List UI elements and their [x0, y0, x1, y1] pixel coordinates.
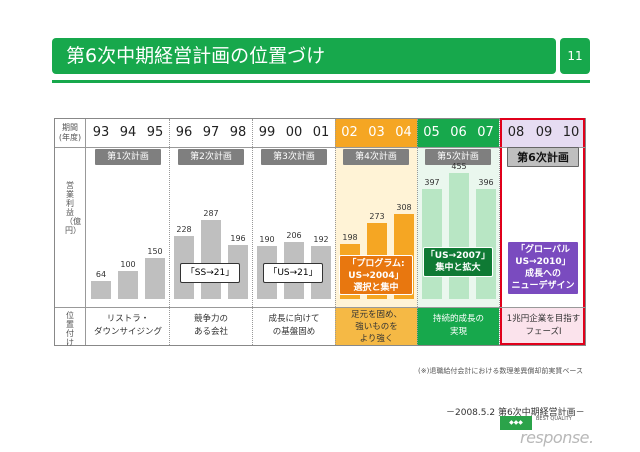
- year-cell: 09: [535, 125, 553, 140]
- profit-value-label: 196: [230, 233, 246, 243]
- phase-header: 第3次計画: [261, 149, 327, 165]
- position-text: リストラ・ ダウンサイジング: [93, 314, 162, 337]
- year-cell: 93: [92, 125, 110, 140]
- phase4-year-bg: [335, 119, 417, 147]
- col-divider: [499, 119, 500, 345]
- profit-value-label: 198: [342, 233, 358, 243]
- year-cell: 98: [229, 125, 247, 140]
- year-cell: 05: [423, 125, 440, 140]
- logo-caption: BEST QUALITY: [536, 416, 572, 422]
- profit-value-label: 228: [176, 224, 192, 234]
- profit-value-label: 396: [478, 178, 494, 188]
- year-cell: 10: [562, 125, 580, 140]
- plan-name-callout: 「グローバル US→2010」 成長への ニューデザイン: [507, 241, 579, 295]
- year-cell: 07: [477, 125, 494, 140]
- position-label: 位置付け: [66, 311, 74, 347]
- year-cell: 04: [395, 125, 412, 140]
- plan-table: 期間 (年度) 営業利益（億円） 位置付け 93 94 95 96 97 98 …: [54, 118, 586, 347]
- position-text: 足元を固め、 強いものを より強く: [350, 310, 402, 344]
- plan-name-callout: 「US→2007」 集中と拡大: [423, 247, 493, 277]
- phase-header: 第1次計画: [95, 149, 161, 165]
- profit-value-label: 190: [259, 235, 275, 245]
- profit-bar: [91, 281, 111, 299]
- profit-value-label: 192: [313, 234, 329, 244]
- col-divider: [335, 119, 336, 345]
- year-cell: 06: [450, 125, 467, 140]
- year-cell: 99: [258, 125, 276, 140]
- profit-value-label: 206: [286, 231, 302, 241]
- period-label: 期間 (年度): [58, 123, 82, 142]
- profit-value-label: 308: [396, 202, 412, 212]
- profit-value-label: 397: [424, 178, 440, 188]
- phase6-year-bg: [501, 119, 585, 147]
- profit-value-label: 100: [120, 260, 136, 270]
- label-col-divider: [85, 119, 86, 345]
- profit-axis-label: 営業利益（億円）: [65, 181, 81, 235]
- phase6-box: [500, 118, 585, 345]
- year-cell: 97: [202, 125, 220, 140]
- col-divider: [417, 119, 418, 345]
- profit-bar: [476, 189, 496, 299]
- position-text: 1兆円企業を目指す フェーズⅠ: [506, 314, 581, 337]
- position-text: 持続的成長の 実現: [432, 314, 484, 337]
- year-cell: 94: [119, 125, 137, 140]
- col-divider: [252, 119, 253, 345]
- position-row-divider: [55, 307, 585, 308]
- footnote: (※)退職給付会計における数理差異償却前実質ベース: [418, 367, 583, 375]
- col-divider: [169, 119, 170, 345]
- watermark: response.: [520, 428, 594, 447]
- phase-header: 第4次計画: [343, 149, 409, 165]
- year-cell: 02: [341, 125, 358, 140]
- profit-value-label: 150: [147, 246, 163, 256]
- profit-value-label: 64: [95, 270, 107, 280]
- page-title: 第6次中期経営計画の位置づけ: [52, 38, 556, 74]
- profit-bar: [118, 271, 138, 299]
- profit-value-label: 273: [369, 212, 385, 222]
- profit-bar: [449, 173, 469, 299]
- year-cell: 01: [312, 125, 330, 140]
- phase-header: 第5次計画: [425, 149, 491, 165]
- plan-name-callout: 「SS→21」: [180, 263, 240, 283]
- phase5-year-bg: [417, 119, 499, 147]
- plan-name-callout: 「US→21」: [263, 263, 323, 283]
- position-text: 競争力の ある会社: [193, 314, 228, 337]
- phase-header: 第2次計画: [178, 149, 244, 165]
- year-cell: 03: [368, 125, 385, 140]
- profit-value-label: 455: [451, 162, 467, 172]
- profit-bar: [201, 219, 221, 299]
- plan-name-callout: 「プログラム: US→2004」 選択と集中: [339, 255, 413, 295]
- profit-value-label: 287: [203, 208, 219, 218]
- phase-header: 第6次計画: [507, 147, 579, 167]
- header-row-divider: [55, 147, 585, 148]
- year-cell: 08: [507, 125, 525, 140]
- profit-bar: [145, 257, 165, 299]
- year-cell: 96: [175, 125, 193, 140]
- footer-text: －2008.5.2 第6次中期経営計画－: [446, 408, 585, 418]
- title-underline: [52, 80, 590, 83]
- profit-bar: [422, 189, 442, 299]
- phase5-pos-bg: [417, 307, 499, 345]
- page-number: 11: [560, 38, 590, 74]
- year-cell: 95: [146, 125, 164, 140]
- company-logo: ◆◆◆: [500, 416, 532, 430]
- year-cell: 00: [285, 125, 303, 140]
- position-text: 成長に向けて の基盤固め: [268, 314, 320, 337]
- phase6-pos-bg: [501, 307, 585, 345]
- phase4-pos-bg: [335, 307, 417, 345]
